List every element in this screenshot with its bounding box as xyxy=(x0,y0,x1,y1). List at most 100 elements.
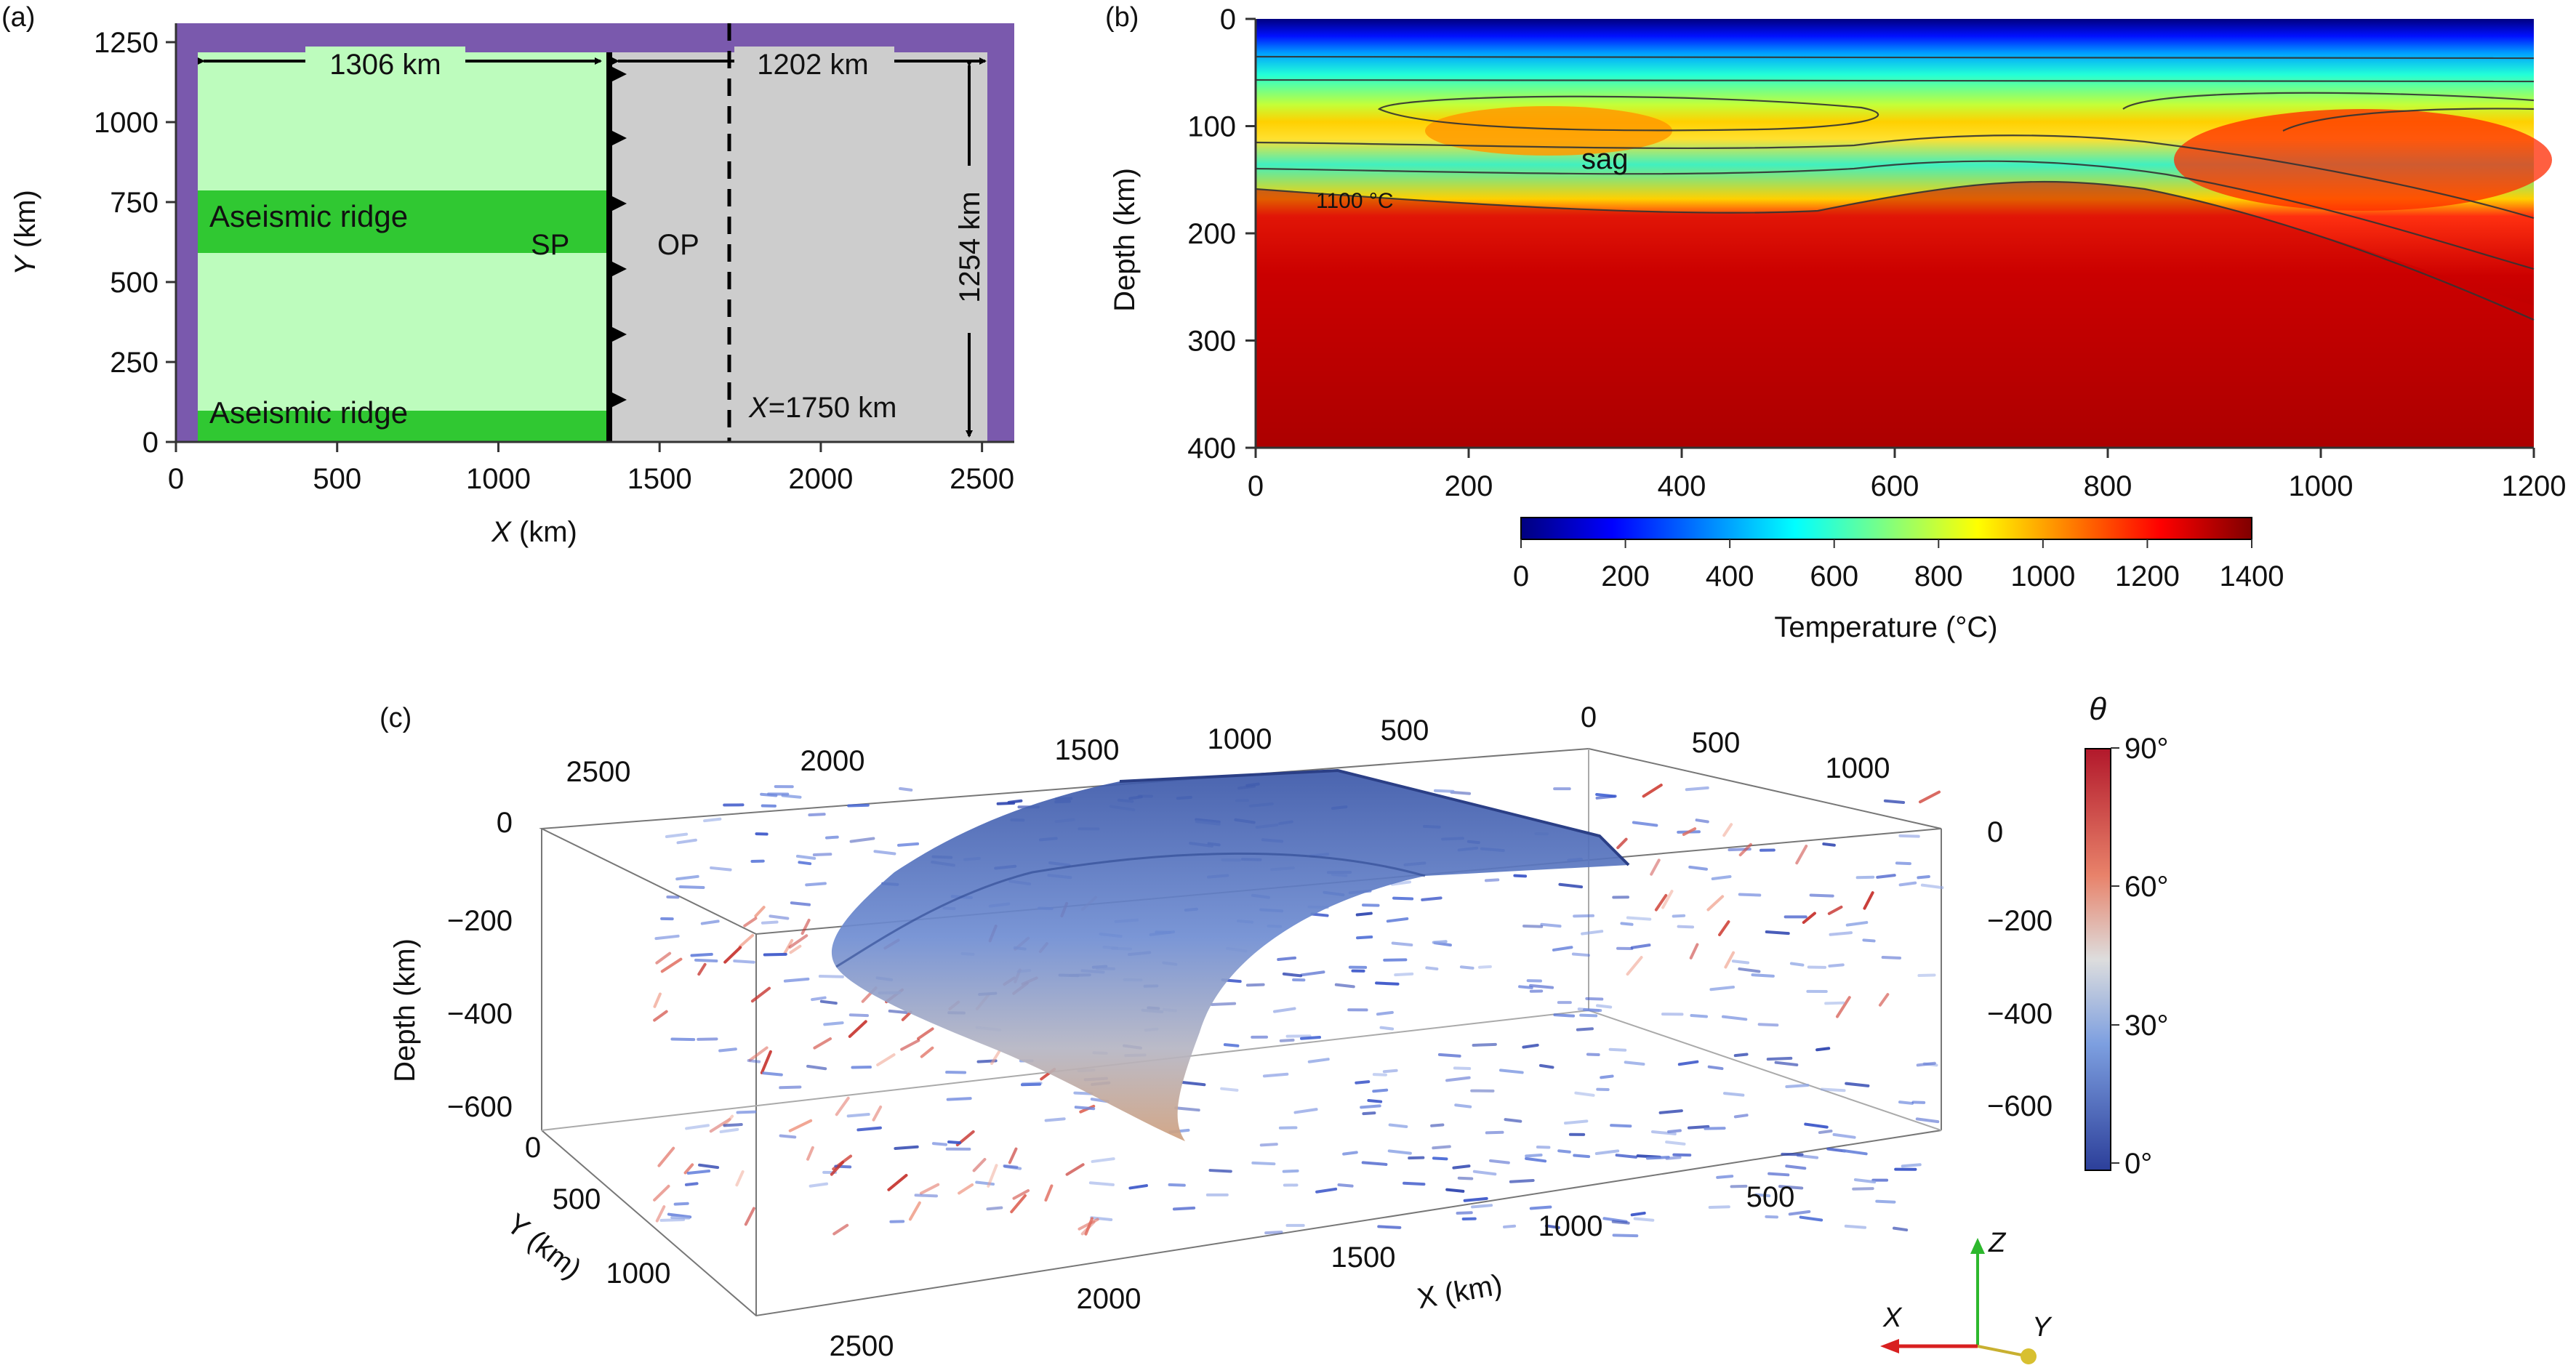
velocity-arrow xyxy=(735,1170,745,1187)
velocity-arrow xyxy=(1403,1181,1426,1186)
velocity-arrow xyxy=(760,792,778,797)
c-cbtick-label: 30° xyxy=(2124,1010,2169,1042)
velocity-arrow xyxy=(1624,1061,1645,1066)
c-bottom-xtick: 1000 xyxy=(1538,1210,1603,1242)
velocity-arrow xyxy=(1430,1123,1445,1127)
b-xtick-label: 1000 xyxy=(2289,470,2354,502)
velocity-arrow xyxy=(686,1170,711,1175)
dim-1254-label: 1254 km xyxy=(954,191,986,302)
velocity-arrow xyxy=(1433,789,1455,793)
dim-1306-label: 1306 km xyxy=(329,49,441,81)
panel-a-xlabel: X (km) xyxy=(491,516,577,548)
velocity-arrow xyxy=(744,1207,755,1226)
velocity-arrow xyxy=(1372,1088,1389,1093)
velocity-arrow xyxy=(1282,972,1303,978)
velocity-arrow xyxy=(1633,1217,1655,1222)
temperature-colorbar xyxy=(1520,517,2252,540)
b-xtick-label: 600 xyxy=(1871,470,1919,502)
velocity-arrow xyxy=(1707,1065,1724,1071)
a-xtick-label: 1000 xyxy=(466,463,531,495)
velocity-arrow xyxy=(1824,1001,1845,1005)
velocity-arrow xyxy=(1581,930,1604,936)
velocity-arrow xyxy=(684,1182,699,1186)
panel-b-y-ticks: 0 100 200 300 400 xyxy=(1187,4,1256,464)
c-cbtick-label: 0° xyxy=(2124,1148,2152,1180)
c-bottom-ytick: 2500 xyxy=(830,1330,894,1362)
velocity-arrow xyxy=(1513,874,1528,878)
theta-colorbar-ticks: 90° 60° 30° 0° xyxy=(2111,733,2169,1180)
velocity-arrow xyxy=(1704,1127,1726,1130)
velocity-arrow xyxy=(1685,786,1709,792)
panel-a-label: (a) xyxy=(1,2,35,33)
velocity-arrow xyxy=(710,866,732,872)
velocity-arrow xyxy=(1361,1161,1388,1166)
velocity-arrow xyxy=(1073,1091,1094,1095)
velocity-arrow xyxy=(1372,1073,1387,1077)
velocity-arrow xyxy=(1355,1080,1371,1085)
velocity-arrow xyxy=(1915,1117,1940,1124)
velocity-arrow xyxy=(1558,882,1584,889)
c-right-depth-tick: 0 xyxy=(1987,816,2003,848)
c-bottom-ytick: 500 xyxy=(553,1183,601,1215)
velocity-arrow xyxy=(1044,1184,1054,1202)
velocity-arrow xyxy=(1445,1076,1471,1082)
velocity-arrow xyxy=(1853,1178,1877,1184)
a-ytick-label: 1250 xyxy=(94,27,159,59)
velocity-arrow xyxy=(1826,1147,1847,1153)
isotherm-1100-label: 1100 °C xyxy=(1316,189,1394,213)
velocity-arrow xyxy=(1557,1149,1571,1154)
velocity-arrow xyxy=(1596,1004,1613,1009)
velocity-arrow xyxy=(805,882,827,887)
c-bottom-xtick: 2000 xyxy=(1077,1283,1141,1315)
velocity-arrow xyxy=(1334,983,1355,989)
velocity-arrow xyxy=(1711,874,1732,880)
velocity-arrow xyxy=(1722,1092,1745,1097)
c-top-xtick: 2000 xyxy=(801,745,865,777)
velocity-arrow xyxy=(1181,1080,1206,1087)
velocity-arrow xyxy=(1630,1211,1646,1217)
velocity-arrow xyxy=(783,977,810,983)
velocity-arrow xyxy=(1802,912,1816,924)
velocity-arrow xyxy=(1718,920,1730,936)
velocity-arrow xyxy=(1529,1205,1552,1210)
velocity-arrow xyxy=(1571,952,1591,957)
velocity-arrow xyxy=(703,817,722,823)
velocity-arrow xyxy=(654,934,680,941)
b-cbtick-label: 400 xyxy=(1706,560,1754,592)
velocity-arrow xyxy=(1065,1163,1085,1176)
velocity-arrow xyxy=(1615,1154,1638,1159)
velocity-arrow xyxy=(1174,1106,1200,1112)
triad-x: X xyxy=(1882,1303,1903,1333)
velocity-arrow xyxy=(1876,874,1896,879)
velocity-arrow xyxy=(676,838,697,845)
c-right-depth-tick: −400 xyxy=(1987,998,2053,1030)
velocity-arrow xyxy=(795,854,816,860)
velocity-arrow xyxy=(1895,861,1911,866)
velocity-arrow xyxy=(1010,1194,1027,1214)
velocity-arrow xyxy=(694,958,718,963)
velocity-arrow xyxy=(1509,1178,1535,1183)
velocity-arrow xyxy=(1911,1101,1926,1104)
velocity-arrow xyxy=(762,1071,783,1077)
velocity-arrow xyxy=(748,1046,769,1062)
velocity-arrow xyxy=(1738,842,1752,857)
velocity-arrow xyxy=(1387,1149,1412,1155)
b-ytick-label: 400 xyxy=(1187,432,1236,464)
velocity-arrow xyxy=(824,835,839,840)
velocity-arrow xyxy=(1690,1013,1709,1018)
velocity-arrow xyxy=(798,861,812,866)
velocity-arrow xyxy=(760,1050,772,1074)
velocity-arrow xyxy=(813,1037,832,1050)
velocity-arrow xyxy=(1003,1164,1019,1169)
velocity-arrow xyxy=(1432,1156,1448,1161)
velocity-arrow xyxy=(1881,955,1902,959)
velocity-arrow xyxy=(1828,963,1845,967)
velocity-arrow xyxy=(1502,1224,1517,1228)
velocity-arrow xyxy=(1525,1156,1547,1163)
velocity-arrow xyxy=(1356,936,1373,940)
velocity-arrow xyxy=(1540,922,1562,928)
velocity-arrow xyxy=(754,906,766,918)
velocity-arrow xyxy=(900,1039,920,1051)
velocity-arrow xyxy=(779,1134,797,1139)
velocity-arrow xyxy=(1485,1130,1504,1135)
